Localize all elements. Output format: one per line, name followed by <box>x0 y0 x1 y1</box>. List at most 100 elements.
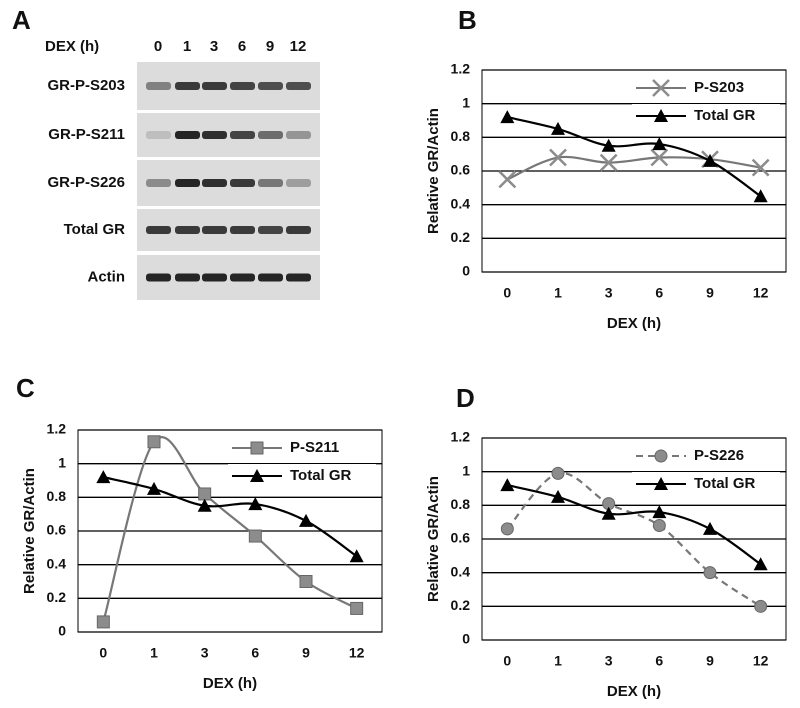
band <box>202 131 227 139</box>
band <box>175 273 200 282</box>
marker <box>652 519 666 533</box>
band <box>286 226 311 234</box>
band <box>258 131 283 139</box>
row-label: Actin <box>88 268 126 285</box>
blot-strip <box>137 160 320 206</box>
marker <box>551 489 565 503</box>
band <box>202 179 227 187</box>
marker <box>197 498 212 512</box>
marker <box>147 435 161 449</box>
band <box>175 179 200 187</box>
band <box>286 82 311 90</box>
series-line <box>507 116 762 198</box>
marker <box>652 505 667 519</box>
lane-label: 9 <box>266 38 274 55</box>
marker <box>654 109 668 122</box>
y-axis-label: Relative GR/Actin <box>21 468 38 594</box>
marker <box>248 529 262 543</box>
y-axis-label: Relative GR/Actin <box>425 108 442 234</box>
marker <box>500 110 515 124</box>
marker <box>250 441 264 455</box>
panel-label: D <box>456 383 475 413</box>
marker <box>498 170 517 189</box>
marker <box>601 506 616 520</box>
legend-label: Total GR <box>694 475 756 492</box>
y-tick-label: 0.2 <box>47 589 67 605</box>
y-tick-label: 0.6 <box>451 162 471 178</box>
band <box>175 131 200 139</box>
y-tick-label: 0.4 <box>451 195 471 211</box>
marker <box>349 549 364 563</box>
marker <box>754 599 768 613</box>
marker <box>500 478 515 492</box>
marker <box>147 481 161 495</box>
x-axis-label: DEX (h) <box>607 683 661 700</box>
band <box>202 226 227 234</box>
legend-label: Total GR <box>290 467 352 484</box>
blot-header: DEX (h) <box>45 38 99 55</box>
y-tick-label: 0.2 <box>451 229 471 245</box>
band <box>230 82 255 90</box>
y-tick-label: 0 <box>462 263 470 279</box>
y-tick-label: 1.2 <box>47 421 67 437</box>
x-tick-label: 0 <box>503 653 511 669</box>
marker <box>601 138 616 152</box>
marker <box>250 469 264 482</box>
x-tick-label: 1 <box>554 285 562 301</box>
lane-label: 3 <box>210 38 218 55</box>
y-tick-label: 0 <box>58 623 66 639</box>
band <box>230 131 255 139</box>
row-label: GR-P-S226 <box>47 174 125 191</box>
blot-strip <box>137 113 320 157</box>
marker <box>299 513 313 527</box>
band <box>286 273 311 282</box>
lane-label: 12 <box>290 38 307 55</box>
x-tick-label: 9 <box>706 653 714 669</box>
band <box>175 226 200 234</box>
band <box>202 273 227 282</box>
marker <box>652 137 667 151</box>
band <box>146 226 171 234</box>
y-tick-label: 0.6 <box>451 530 471 546</box>
x-tick-label: 0 <box>99 645 107 661</box>
band <box>230 226 255 234</box>
marker <box>703 153 717 167</box>
x-tick-label: 0 <box>503 285 511 301</box>
y-tick-label: 0.8 <box>451 128 471 144</box>
band <box>175 82 200 90</box>
band <box>258 179 283 187</box>
x-tick-label: 1 <box>150 645 158 661</box>
y-tick-label: 1.2 <box>451 61 471 77</box>
x-tick-label: 3 <box>201 645 209 661</box>
lane-label: 0 <box>154 38 162 55</box>
y-tick-label: 0.2 <box>451 597 471 613</box>
x-tick-label: 12 <box>753 653 769 669</box>
marker <box>299 575 313 588</box>
marker <box>198 487 212 501</box>
y-tick-label: 0.6 <box>47 522 67 538</box>
band <box>258 82 283 90</box>
marker <box>650 148 669 167</box>
band <box>146 82 171 90</box>
x-tick-label: 9 <box>302 645 310 661</box>
x-tick-label: 6 <box>251 645 259 661</box>
panel-label: B <box>458 5 477 35</box>
band <box>146 179 171 187</box>
x-tick-label: 12 <box>753 285 769 301</box>
marker <box>551 466 565 480</box>
marker <box>500 522 514 536</box>
marker <box>652 79 670 97</box>
y-tick-label: 0.8 <box>47 488 67 504</box>
band <box>146 131 171 139</box>
legend-label: P-S226 <box>694 447 744 464</box>
band <box>258 226 283 234</box>
x-tick-label: 9 <box>706 285 714 301</box>
band <box>286 179 311 187</box>
panel-label: C <box>16 373 35 403</box>
band <box>258 273 283 282</box>
series-line <box>506 155 761 181</box>
band <box>230 179 255 187</box>
x-axis-label: DEX (h) <box>203 675 257 692</box>
marker <box>549 148 567 167</box>
legend-label: P-S211 <box>290 439 339 456</box>
